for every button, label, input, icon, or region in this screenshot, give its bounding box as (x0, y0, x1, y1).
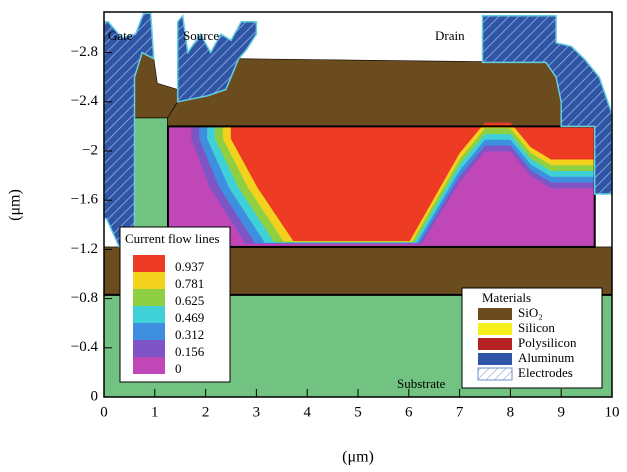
legend-label: 0 (175, 361, 182, 376)
x-tick-label: 7 (456, 404, 464, 420)
x-tick-label: 0 (100, 404, 108, 420)
region (134, 52, 178, 119)
region-hatch (482, 15, 612, 195)
region-hatch (177, 15, 257, 102)
x-tick-label: 5 (354, 404, 362, 420)
legend-swatch (133, 306, 165, 323)
legend-label: 0.781 (175, 276, 204, 291)
x-tick-label: 2 (202, 404, 210, 420)
y-tick-label: −0.4 (71, 339, 99, 355)
legend-swatch (133, 289, 165, 306)
y-tick-label: −2.8 (71, 44, 98, 60)
legend-swatch (133, 323, 165, 340)
x-tick-label: 8 (507, 404, 515, 420)
x-tick-label: 6 (405, 404, 413, 420)
annotation: Drain (435, 28, 465, 43)
legend-title: Current flow lines (125, 231, 220, 246)
legend-swatch (478, 338, 512, 350)
legend-label: Silicon (518, 320, 555, 335)
legend-swatch-hatch (478, 368, 512, 380)
y-tick-label: −2.4 (71, 93, 99, 109)
current-contour (230, 122, 595, 241)
legend-swatch (133, 357, 165, 374)
x-tick-label: 1 (151, 404, 159, 420)
x-tick-label: 10 (605, 404, 620, 420)
x-axis-label: (μm) (342, 449, 374, 466)
legend-title: Materials (482, 290, 531, 305)
x-tick-label: 4 (303, 404, 311, 420)
annotation: Source (183, 28, 219, 43)
y-tick-label: −1.2 (71, 241, 98, 257)
x-tick-label: 3 (253, 404, 261, 420)
legend-label: Polysilicon (518, 335, 577, 350)
legend-label: Aluminum (518, 350, 574, 365)
legend-label: 0.469 (175, 310, 204, 325)
legend-label: 0.937 (175, 259, 205, 274)
y-tick-label: −1.6 (71, 192, 99, 208)
region-hatch (104, 13, 154, 247)
legend-label: 0.312 (175, 327, 204, 342)
y-tick-label: 0 (91, 388, 99, 404)
legend-swatch (478, 353, 512, 365)
y-tick-label: −2 (82, 142, 98, 158)
legend-swatch (133, 255, 165, 272)
legend-swatch (478, 323, 512, 335)
x-tick-label: 9 (557, 404, 565, 420)
y-tick-label: −0.8 (71, 290, 98, 306)
legend-label: SiO₂ (518, 305, 543, 320)
legend-label: 0.625 (175, 293, 204, 308)
legend-swatch (133, 272, 165, 289)
legend-swatch (133, 340, 165, 357)
legend-swatch (478, 308, 512, 320)
legend-label: Electrodes (518, 365, 573, 380)
annotation: Gate (108, 28, 133, 43)
annotation: Substrate (397, 376, 446, 391)
legend-label: 0.156 (175, 344, 205, 359)
y-axis-label: (μm) (7, 189, 24, 221)
